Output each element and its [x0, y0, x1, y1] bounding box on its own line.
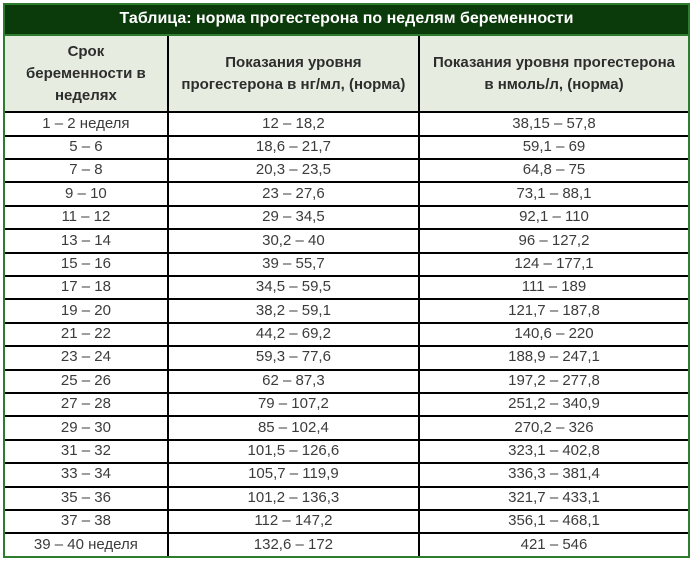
table-header: Срок беременности в неделях Показания ур…: [5, 36, 688, 114]
ng-ml-value-cell: 85 – 102,4: [166, 415, 420, 441]
week-cell: 13 – 14: [5, 228, 169, 254]
norm-table: Срок беременности в неделях Показания ур…: [5, 36, 688, 556]
column-header-ng-ml: Показания уровня прогестерона в нг/мл, (…: [166, 36, 420, 114]
nmol-l-value-cell: 96 – 127,2: [417, 228, 688, 254]
table-title: Таблица: норма прогестерона по неделям б…: [5, 5, 688, 36]
week-cell: 37 – 38: [5, 508, 169, 535]
week-cell: 21 – 22: [5, 321, 169, 348]
table-body: 1 – 2 неделя 12 – 18,2 38,15 – 57,8 5 – …: [5, 111, 688, 556]
nmol-l-value-cell: 336,3 – 381,4: [417, 462, 688, 488]
nmol-l-value-cell: 421 – 546: [417, 532, 688, 556]
ng-ml-value-cell: 38,2 – 59,1: [166, 298, 420, 324]
nmol-l-value-cell: 251,2 – 340,9: [417, 391, 688, 418]
table-row: 31 – 32 101,5 – 126,6 323,1 – 402,8: [5, 438, 688, 465]
table-row: 5 – 6 18,6 – 21,7 59,1 – 69: [5, 134, 688, 161]
nmol-l-value-cell: 111 – 189: [417, 274, 688, 301]
table-row: 7 – 8 20,3 – 23,5 64,8 – 75: [5, 158, 688, 184]
ng-ml-value-cell: 23 – 27,6: [166, 181, 420, 207]
nmol-l-value-cell: 321,7 – 433,1: [417, 485, 688, 511]
ng-ml-value-cell: 34,5 – 59,5: [166, 274, 420, 301]
ng-ml-value-cell: 62 – 87,3: [166, 368, 420, 394]
ng-ml-value-cell: 105,7 – 119,9: [166, 462, 420, 488]
ng-ml-value-cell: 132,6 – 172: [166, 532, 420, 556]
week-cell: 23 – 24: [5, 345, 169, 371]
table-row: 15 – 16 39 – 55,7 124 – 177,1: [5, 251, 688, 278]
week-cell: 5 – 6: [5, 134, 169, 161]
ng-ml-value-cell: 112 – 147,2: [166, 508, 420, 535]
table-row: 25 – 26 62 – 87,3 197,2 – 277,8: [5, 368, 688, 394]
ng-ml-value-cell: 18,6 – 21,7: [166, 134, 420, 161]
column-header-week: Срок беременности в неделях: [5, 36, 169, 114]
table-row: 33 – 34 105,7 – 119,9 336,3 – 381,4: [5, 462, 688, 488]
week-cell: 33 – 34: [5, 462, 169, 488]
header-row: Срок беременности в неделях Показания ур…: [5, 36, 688, 114]
table-row: 17 – 18 34,5 – 59,5 111 – 189: [5, 274, 688, 301]
nmol-l-value-cell: 270,2 – 326: [417, 415, 688, 441]
nmol-l-value-cell: 356,1 – 468,1: [417, 508, 688, 535]
ng-ml-value-cell: 39 – 55,7: [166, 251, 420, 278]
week-cell: 27 – 28: [5, 391, 169, 418]
week-cell: 17 – 18: [5, 274, 169, 301]
table-row: 23 – 24 59,3 – 77,6 188,9 – 247,1: [5, 345, 688, 371]
nmol-l-value-cell: 121,7 – 187,8: [417, 298, 688, 324]
week-cell: 19 – 20: [5, 298, 169, 324]
ng-ml-value-cell: 101,5 – 126,6: [166, 438, 420, 465]
nmol-l-value-cell: 124 – 177,1: [417, 251, 688, 278]
nmol-l-value-cell: 197,2 – 277,8: [417, 368, 688, 394]
nmol-l-value-cell: 64,8 – 75: [417, 158, 688, 184]
table-row: 9 – 10 23 – 27,6 73,1 – 88,1: [5, 181, 688, 207]
table-row: 11 – 12 29 – 34,5 92,1 – 110: [5, 204, 688, 231]
nmol-l-value-cell: 188,9 – 247,1: [417, 345, 688, 371]
ng-ml-value-cell: 12 – 18,2: [166, 111, 420, 137]
ng-ml-value-cell: 101,2 – 136,3: [166, 485, 420, 511]
progesterone-norm-table: Таблица: норма прогестерона по неделям б…: [3, 3, 690, 558]
week-cell: 31 – 32: [5, 438, 169, 465]
week-cell: 11 – 12: [5, 204, 169, 231]
table-row: 39 – 40 неделя 132,6 – 172 421 – 546: [5, 532, 688, 556]
week-cell: 25 – 26: [5, 368, 169, 394]
week-cell: 9 – 10: [5, 181, 169, 207]
nmol-l-value-cell: 38,15 – 57,8: [417, 111, 688, 137]
nmol-l-value-cell: 92,1 – 110: [417, 204, 688, 231]
week-cell: 29 – 30: [5, 415, 169, 441]
table-row: 37 – 38 112 – 147,2 356,1 – 468,1: [5, 508, 688, 535]
table-row: 27 – 28 79 – 107,2 251,2 – 340,9: [5, 391, 688, 418]
nmol-l-value-cell: 140,6 – 220: [417, 321, 688, 348]
ng-ml-value-cell: 59,3 – 77,6: [166, 345, 420, 371]
week-cell: 39 – 40 неделя: [5, 532, 169, 556]
week-cell: 35 – 36: [5, 485, 169, 511]
table-row: 29 – 30 85 – 102,4 270,2 – 326: [5, 415, 688, 441]
table-row: 13 – 14 30,2 – 40 96 – 127,2: [5, 228, 688, 254]
week-cell: 7 – 8: [5, 158, 169, 184]
table-row: 19 – 20 38,2 – 59,1 121,7 – 187,8: [5, 298, 688, 324]
ng-ml-value-cell: 30,2 – 40: [166, 228, 420, 254]
week-cell: 1 – 2 неделя: [5, 111, 169, 137]
nmol-l-value-cell: 323,1 – 402,8: [417, 438, 688, 465]
nmol-l-value-cell: 73,1 – 88,1: [417, 181, 688, 207]
table-row: 1 – 2 неделя 12 – 18,2 38,15 – 57,8: [5, 111, 688, 137]
table-row: 21 – 22 44,2 – 69,2 140,6 – 220: [5, 321, 688, 348]
week-cell: 15 – 16: [5, 251, 169, 278]
ng-ml-value-cell: 20,3 – 23,5: [166, 158, 420, 184]
nmol-l-value-cell: 59,1 – 69: [417, 134, 688, 161]
table-row: 35 – 36 101,2 – 136,3 321,7 – 433,1: [5, 485, 688, 511]
ng-ml-value-cell: 79 – 107,2: [166, 391, 420, 418]
ng-ml-value-cell: 29 – 34,5: [166, 204, 420, 231]
column-header-nmol-l: Показания уровня прогестерона в нмоль/л,…: [417, 36, 688, 114]
ng-ml-value-cell: 44,2 – 69,2: [166, 321, 420, 348]
